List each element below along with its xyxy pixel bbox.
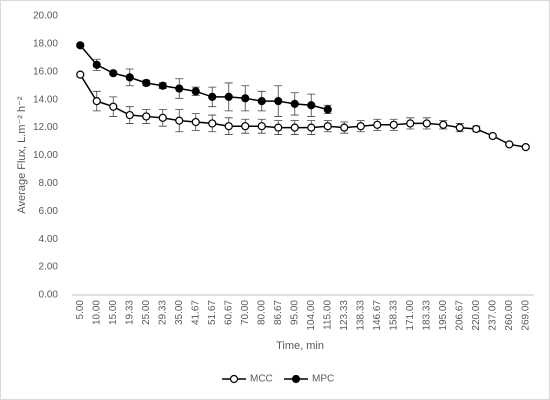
data-point: [406, 119, 415, 128]
x-tick-label: 171.00: [405, 300, 416, 331]
x-tick-label: 138.33: [355, 300, 366, 331]
data-point: [356, 122, 365, 131]
x-tick-label: 104.00: [306, 300, 317, 331]
data-point: [307, 123, 316, 132]
y-tick-label: 6.00: [39, 206, 59, 217]
series-line: [79, 74, 526, 148]
data-point: [76, 41, 85, 50]
y-tick-label: 12.00: [33, 122, 58, 133]
data-point: [92, 60, 101, 69]
x-tick-label: 41.67: [190, 300, 201, 325]
data-point: [191, 87, 200, 96]
x-tick-label: 5.00: [75, 300, 86, 320]
x-tick-label: 15.00: [108, 300, 119, 325]
y-tick-label: 14.00: [33, 94, 58, 105]
y-tick-label: 18.00: [33, 39, 58, 50]
x-tick-label: 60.67: [223, 300, 234, 325]
data-point: [241, 122, 250, 131]
x-tick-label: 25.00: [141, 300, 152, 325]
data-point: [208, 92, 217, 102]
data-point: [323, 122, 332, 131]
x-tick-label: 95.00: [289, 300, 300, 325]
data-point: [142, 112, 151, 121]
data-point: [323, 105, 332, 114]
data-point: [274, 96, 283, 106]
x-tick-label: 269.00: [520, 300, 531, 331]
data-point: [191, 117, 200, 127]
data-point: [125, 110, 134, 120]
x-tick-label: 80.00: [256, 300, 267, 325]
x-tick-label: 206.67: [454, 300, 465, 331]
data-point: [455, 123, 464, 132]
data-point: [224, 122, 233, 131]
x-tick-label: 115.00: [322, 300, 333, 330]
data-point: [224, 92, 233, 102]
legend-marker: [291, 374, 301, 384]
x-tick-label: 237.00: [487, 300, 498, 331]
x-tick-label: 183.33: [421, 300, 432, 331]
data-point: [290, 99, 299, 108]
data-point: [92, 96, 101, 106]
x-tick-label: 146.67: [372, 300, 383, 331]
legend-marker: [229, 374, 239, 384]
y-tick-label: 0.00: [39, 290, 59, 301]
data-point: [109, 102, 118, 111]
data-point: [257, 122, 266, 131]
data-point: [241, 94, 250, 103]
legend-label: MCC: [250, 374, 273, 385]
data-point: [521, 143, 530, 152]
x-axis-title: Time, min: [276, 340, 324, 352]
data-point: [389, 120, 398, 129]
data-point: [488, 131, 497, 141]
y-tick-label: 10.00: [33, 150, 58, 161]
y-tick-label: 2.00: [39, 262, 59, 273]
data-point: [175, 84, 184, 93]
x-tick-label: 35.00: [174, 300, 185, 325]
x-tick-label: 195.00: [438, 300, 449, 331]
x-tick-label: 260.00: [504, 300, 515, 331]
data-point: [76, 70, 85, 79]
x-tick-label: 220.00: [471, 300, 482, 331]
data-point: [373, 120, 382, 129]
data-point: [125, 73, 134, 82]
y-tick-label: 8.00: [39, 178, 59, 189]
data-point: [109, 69, 118, 78]
data-point: [274, 123, 283, 132]
data-point: [257, 96, 266, 106]
x-tick-label: 19.33: [124, 300, 135, 325]
data-point: [158, 81, 167, 90]
data-point: [158, 113, 167, 122]
data-point: [290, 123, 299, 132]
x-tick-label: 29.33: [157, 300, 168, 325]
x-tick-label: 158.33: [388, 300, 399, 331]
data-point: [472, 124, 481, 134]
x-tick-label: 86.67: [273, 300, 284, 325]
y-tick-label: 20.00: [33, 11, 58, 22]
data-point: [307, 101, 316, 110]
x-tick-label: 51.67: [207, 300, 218, 325]
data-point: [175, 116, 184, 125]
y-tick-label: 4.00: [39, 234, 59, 245]
data-point: [505, 140, 514, 149]
legend-label: MPC: [312, 374, 334, 385]
x-tick-label: 123.33: [339, 300, 350, 331]
y-axis-title: Average Flux, L.m⁻² h⁻²: [16, 96, 28, 214]
data-point: [208, 119, 217, 128]
data-point: [142, 78, 151, 88]
data-point: [340, 123, 349, 132]
y-tick-label: 16.00: [33, 66, 58, 77]
x-tick-label: 10.00: [91, 300, 102, 325]
data-point: [439, 120, 448, 129]
data-point: [422, 119, 431, 128]
series-line: [79, 44, 328, 111]
x-tick-label: 70.00: [240, 300, 251, 325]
